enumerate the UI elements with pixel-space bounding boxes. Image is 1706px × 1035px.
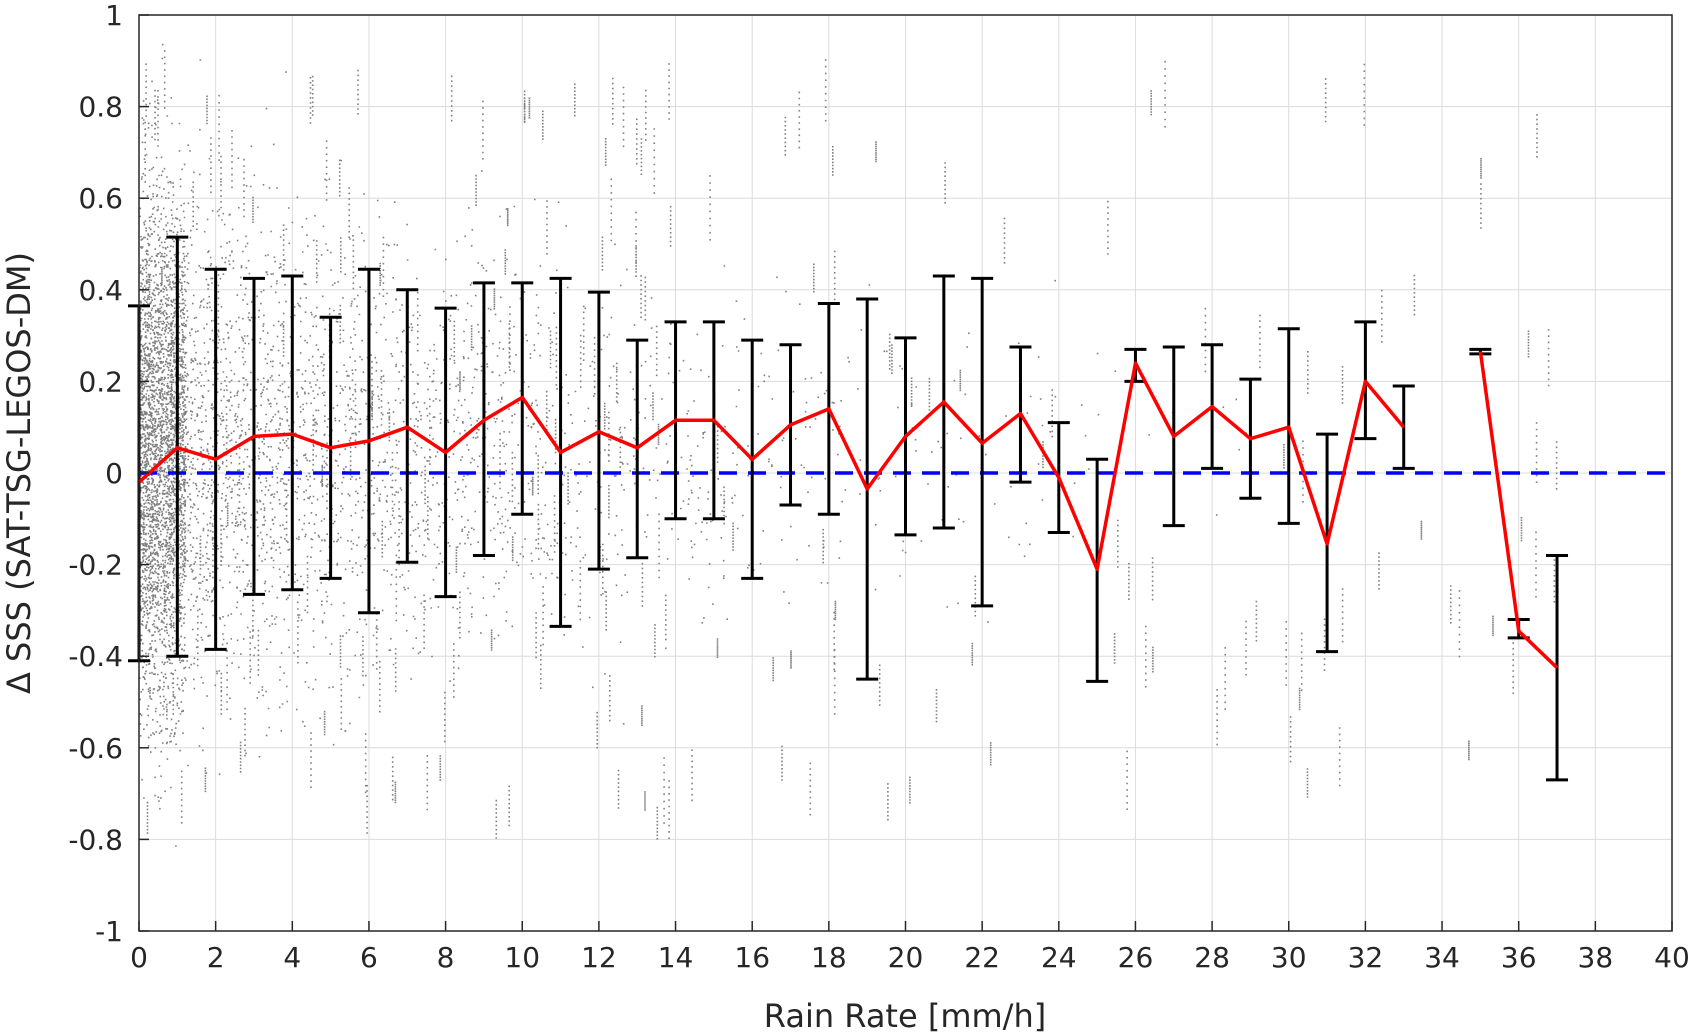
x-tick-label: 22 (964, 941, 1000, 974)
x-tick-label: 36 (1501, 941, 1537, 974)
mean-line (1478, 351, 1559, 669)
y-tick-label: 0.8 (78, 91, 123, 124)
x-tick-label: 28 (1194, 941, 1230, 974)
x-tick-label: 6 (360, 941, 378, 974)
y-tick-label: -1 (95, 915, 123, 948)
error-bar (1392, 384, 1415, 470)
x-tick-label: 26 (1118, 941, 1154, 974)
x-tick-label: 14 (658, 941, 694, 974)
y-axis-label: Δ SSS (SAT-TSG-LEGOS-DM) (0, 252, 38, 694)
x-tick-label: 20 (888, 941, 924, 974)
x-tick-label: 2 (207, 941, 225, 974)
y-tick-label: -0.8 (68, 823, 123, 856)
x-tick-label: 8 (437, 941, 455, 974)
x-tick-label: 0 (130, 941, 148, 974)
mean-line (137, 361, 1406, 571)
x-tick-label: 16 (734, 941, 770, 974)
y-tick-label: -0.4 (68, 640, 123, 673)
y-tick-label: 0.2 (78, 365, 123, 398)
y-axis-ticks: -1 -0.8 -0.6 -0.4 -0.2 0 0.2 0.4 0.6 0.8 1 (68, 0, 149, 948)
x-tick-label: 40 (1654, 941, 1690, 974)
x-tick-label: 10 (504, 941, 540, 974)
x-axis-label: Rain Rate [mm/h] (764, 997, 1046, 1035)
x-tick-label: 4 (283, 941, 301, 974)
x-tick-label: 30 (1271, 941, 1307, 974)
mean-lines (137, 351, 1559, 669)
y-tick-label: 0.4 (78, 274, 123, 307)
y-tick-label: -0.6 (68, 732, 123, 765)
x-tick-label: 18 (811, 941, 847, 974)
y-tick-label: 1 (105, 0, 123, 32)
x-axis-ticks: 0 2 4 6 8 10 12 14 16 18 20 22 24 26 28 30 32 34 36 38 40 (130, 921, 1690, 974)
x-tick-label: 12 (581, 941, 617, 974)
y-tick-label: -0.2 (68, 549, 123, 582)
x-tick-label: 38 (1578, 941, 1614, 974)
y-tick-label: 0 (105, 457, 123, 490)
x-tick-label: 32 (1348, 941, 1384, 974)
x-tick-label: 24 (1041, 941, 1077, 974)
y-tick-label: 0.6 (78, 182, 123, 215)
x-tick-label: 34 (1424, 941, 1460, 974)
